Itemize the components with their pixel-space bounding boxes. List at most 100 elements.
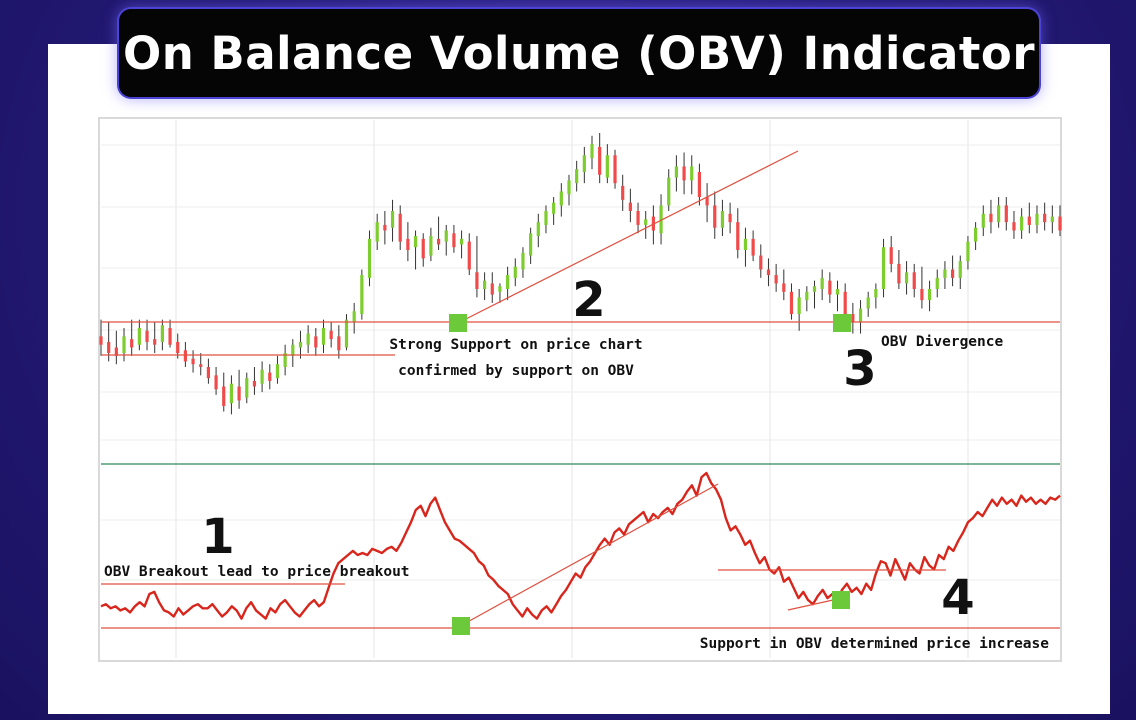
price-bar-up	[291, 344, 295, 356]
price-bar-up	[690, 166, 694, 181]
annotation-number-4: 4	[941, 570, 974, 626]
price-bar-up	[981, 213, 985, 228]
price-bar-down	[789, 291, 794, 315]
price-bar-up	[812, 286, 817, 292]
price-bar-down	[628, 202, 632, 211]
price-bar-up	[275, 364, 280, 379]
price-bar-up	[974, 227, 978, 242]
obv-trendline	[461, 483, 719, 626]
price-bar-up	[720, 211, 725, 228]
price-trendline	[457, 150, 799, 324]
price-bar-up	[575, 169, 579, 184]
support-marker	[452, 617, 470, 635]
price-bar-up	[375, 222, 379, 242]
price-bar-up	[229, 383, 234, 404]
price-bar-up	[590, 144, 594, 159]
price-bar-down	[168, 328, 172, 345]
price-bar-up	[483, 280, 487, 289]
price-bar-up	[160, 325, 164, 342]
title-banner: On Balance Volume (OBV) Indicator	[119, 9, 1039, 97]
price-bar-down	[828, 280, 832, 295]
price-bar-down	[452, 233, 456, 248]
price-bar-down	[705, 197, 709, 206]
price-bar-up	[943, 269, 947, 278]
price-bar-up	[958, 261, 962, 278]
price-bar-up	[997, 205, 1001, 223]
price-bar-up	[904, 272, 909, 284]
price-bar-down	[1043, 213, 1047, 223]
price-bar-down	[176, 341, 180, 354]
price-bar-up	[582, 155, 586, 172]
price-bar-up	[260, 369, 264, 384]
price-bar-up	[283, 353, 287, 367]
price-bar-up	[858, 308, 863, 323]
price-bar-up	[245, 378, 249, 398]
price-bar-up	[536, 222, 540, 237]
price-bar-down	[252, 380, 257, 387]
annotation-text-1: OBV Breakout lead to price breakout	[104, 564, 410, 580]
support-marker	[449, 314, 467, 332]
price-bar-down	[728, 213, 732, 223]
price-bar-up	[559, 191, 563, 206]
price-bar-up	[927, 289, 932, 301]
price-bar-up	[567, 180, 571, 195]
price-bar-up	[674, 166, 678, 178]
price-bar-down	[774, 275, 778, 284]
price-bar-down	[145, 330, 149, 342]
price-bar-up	[797, 297, 801, 315]
price-bar-down	[490, 283, 494, 295]
price-bar-up	[605, 155, 609, 178]
price-bar-up	[866, 297, 870, 309]
price-bar-up	[321, 328, 326, 345]
price-bar-up	[367, 238, 372, 278]
price-bar-down	[268, 372, 272, 381]
price-bar-up	[513, 266, 517, 278]
price-bar-up	[306, 333, 310, 345]
price-bar-down	[1004, 205, 1008, 223]
obv-line	[100, 471, 1061, 620]
price-bar-up	[743, 238, 748, 250]
price-bar-up	[966, 241, 970, 262]
price-bar-down	[621, 185, 625, 200]
price-bar-up	[360, 275, 364, 315]
price-bar-up	[498, 286, 502, 292]
annotation-number-1: 1	[201, 509, 234, 565]
price-bar-down	[99, 336, 103, 345]
price-bar-up	[137, 328, 141, 345]
price-bar-down	[1012, 222, 1016, 231]
price-bar-down	[398, 213, 402, 242]
price-bar-up	[835, 289, 840, 295]
price-bar-up	[935, 277, 939, 289]
annotation-text-3: OBV Divergence	[881, 334, 1003, 350]
price-bar-up	[881, 247, 886, 289]
price-bar-down	[337, 336, 341, 351]
price-bar-down	[214, 375, 218, 390]
price-bar-up	[659, 205, 663, 234]
price-bar-up	[344, 319, 349, 348]
price-bar-up	[667, 177, 671, 206]
price-bar-down	[682, 166, 686, 181]
price-bar-up	[874, 289, 878, 298]
annotation-text-2b: confirmed by support on OBV	[398, 363, 634, 379]
page-title: On Balance Volume (OBV) Indicator	[122, 26, 1036, 80]
price-bar-down	[920, 289, 924, 301]
price-bar-down	[613, 155, 617, 184]
price-bar-down	[130, 339, 134, 348]
annotation-number-2: 2	[572, 272, 605, 328]
price-bar-up	[521, 252, 525, 270]
price-bar-down	[206, 367, 211, 379]
price-bar-down	[153, 339, 157, 345]
price-bar-down	[766, 269, 771, 276]
price-bar-down	[713, 205, 717, 228]
price-bar-down	[191, 358, 195, 365]
annotation-number-3: 3	[843, 341, 876, 397]
price-bar-down	[406, 238, 410, 250]
price-bar-down	[237, 386, 241, 401]
price-bar-up	[805, 291, 809, 301]
price-bar-down	[851, 314, 855, 323]
price-bar-up	[820, 277, 824, 289]
price-bar-down	[222, 386, 226, 406]
price-bar-down	[1027, 216, 1031, 225]
price-bar-up	[390, 211, 395, 228]
price-bar-down	[329, 330, 333, 340]
